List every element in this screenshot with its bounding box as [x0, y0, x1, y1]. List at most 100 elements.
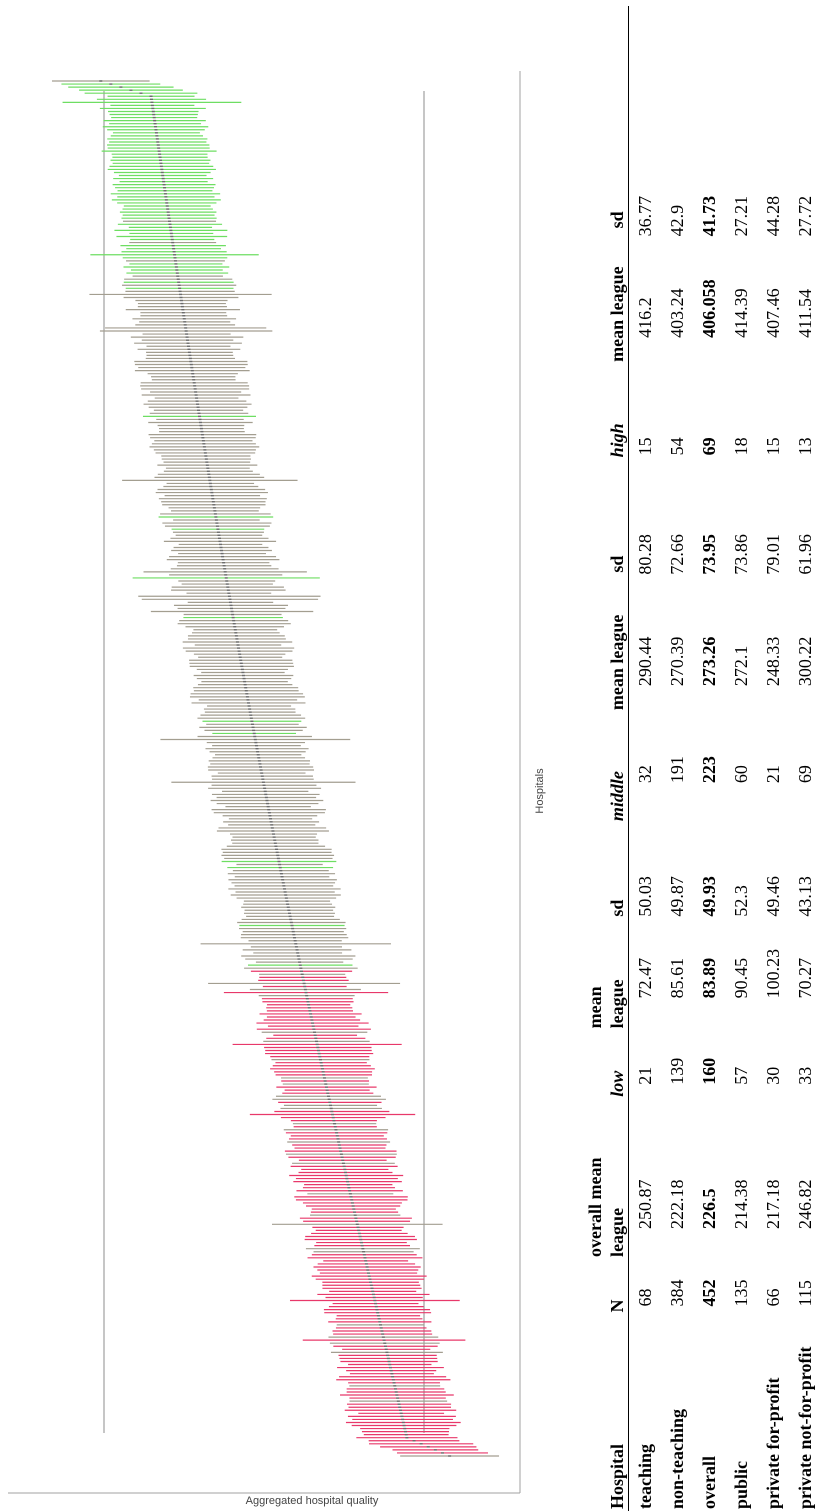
cell-middle: 60 — [731, 765, 751, 784]
cell-high-sd: 27.21 — [731, 195, 751, 237]
header-overall-mean-league: overall mean league — [562, 1098, 629, 1259]
cell-high: 54 — [667, 437, 687, 456]
cell-middle-mean: 290.44 — [635, 636, 655, 687]
header-n: N — [562, 1258, 629, 1315]
results-table: Hospital N overall mean league low mean … — [562, 6, 830, 1511]
cell-label: public — [731, 1460, 751, 1509]
table-row: public 135 214.38 57 90.45 52.3 60 272.1 73.86 18… — [725, 6, 757, 1511]
cell-high: 15 — [763, 437, 783, 456]
cell-low-mean: 85.61 — [667, 957, 687, 999]
cell-high-mean: 414.39 — [731, 288, 751, 338]
cell-high-sd: 42.9 — [667, 204, 687, 237]
header-low-mean-line2: league — [607, 979, 627, 1029]
cell-low-mean: 100.23 — [763, 948, 783, 999]
cell-low-mean: 72.47 — [635, 957, 655, 999]
cell-overall: 214.38 — [731, 1179, 751, 1229]
league-table: Hospital N overall mean league low mean … — [562, 6, 821, 1511]
y-axis-label: Aggregated hospital quality — [246, 1495, 379, 1507]
cell-middle-sd: 80.28 — [635, 534, 655, 575]
cell-n: 68 — [635, 1288, 655, 1307]
cell-high: 18 — [731, 437, 751, 456]
cell-high-mean: 411.54 — [795, 289, 815, 338]
header-middle: middle — [562, 712, 629, 824]
cell-middle: 32 — [635, 765, 655, 784]
cell-overall: 226.5 — [699, 1188, 719, 1229]
cell-low-mean: 90.45 — [731, 957, 751, 999]
cell-middle-sd: 72.66 — [667, 534, 687, 575]
cell-low-sd: 43.13 — [795, 876, 815, 917]
cell-high: 69 — [699, 437, 719, 456]
table-row: overall 452 226.5 160 83.89 49.93 223 273.26 73.… — [693, 6, 725, 1511]
cell-middle-mean: 270.39 — [667, 636, 687, 687]
cell-n: 135 — [731, 1279, 751, 1307]
chart-svg: Hospitals Aggregated hospital quality — [8, 71, 546, 1507]
cell-low-mean: 83.89 — [699, 957, 719, 999]
cell-middle-sd: 79.01 — [763, 534, 783, 575]
reference-lines — [103, 91, 425, 1433]
chart-frame — [8, 71, 521, 1494]
header-low-sd: sd — [562, 823, 629, 941]
table-row: private not-for-profit 115 246.82 33 70.27 43… — [789, 6, 821, 1511]
cell-high-sd: 36.77 — [635, 195, 655, 237]
header-low-mean-league: mean league — [562, 940, 629, 1031]
cell-low-sd: 50.03 — [635, 876, 655, 917]
header-overall-line2: league — [607, 1207, 627, 1257]
cell-label: non-teaching — [667, 1408, 687, 1509]
table-body: teaching 68 250.87 21 72.47 50.03 32 290.44 80.2… — [629, 6, 822, 1511]
cell-low-mean: 70.27 — [795, 957, 815, 999]
cell-middle-mean: 248.33 — [763, 636, 783, 687]
header-middle-mean-league: mean league — [562, 594, 629, 713]
cell-low-sd: 49.46 — [763, 876, 783, 917]
header-high: high — [562, 363, 629, 482]
table-row: non-teaching 384 222.18 139 85.61 49.87 191 270… — [661, 6, 693, 1511]
cell-high: 15 — [635, 437, 655, 456]
cell-overall: 217.18 — [763, 1179, 783, 1229]
cell-middle: 223 — [699, 756, 719, 784]
cell-low-sd: 52.3 — [731, 885, 751, 917]
header-hospital: Hospital — [562, 1314, 629, 1511]
cell-label: private for-profit — [763, 1377, 783, 1509]
header-low: low — [562, 1030, 629, 1099]
cell-middle-sd: 73.95 — [699, 534, 719, 575]
cell-high-sd: 41.73 — [699, 195, 719, 237]
cell-overall: 222.18 — [667, 1179, 687, 1229]
cell-low-sd: 49.93 — [699, 876, 719, 917]
cell-n: 452 — [699, 1279, 719, 1307]
cell-high-mean: 407.46 — [763, 288, 783, 338]
cell-low: 57 — [731, 1066, 751, 1085]
x-axis-label: Hospitals — [534, 768, 546, 814]
table-row: teaching 68 250.87 21 72.47 50.03 32 290.44 80.2… — [629, 6, 662, 1511]
cell-low: 139 — [667, 1057, 687, 1085]
header-overall-line1: overall mean — [585, 1157, 605, 1257]
header-high-mean-league: mean league — [562, 246, 629, 364]
cell-high: 13 — [795, 437, 815, 456]
cell-low: 33 — [795, 1066, 815, 1085]
cell-high-mean: 406.058 — [699, 279, 719, 338]
cell-low: 21 — [635, 1066, 655, 1085]
table-header-row: Hospital N overall mean league low mean … — [562, 6, 629, 1511]
cell-label: teaching — [635, 1444, 655, 1509]
cell-label: overall — [699, 1456, 719, 1509]
table-row: private for-profit 66 217.18 30 100.23 49.46 2… — [757, 6, 789, 1511]
cell-n: 66 — [763, 1288, 783, 1307]
cell-middle: 21 — [763, 765, 783, 784]
cell-label: private not-for-profit — [795, 1346, 815, 1509]
cell-middle: 191 — [667, 756, 687, 784]
cell-high-sd: 44.28 — [763, 195, 783, 237]
cell-low: 30 — [763, 1066, 783, 1085]
cell-middle-mean: 272.1 — [731, 645, 751, 687]
cell-low: 160 — [699, 1057, 719, 1085]
cell-middle-sd: 61.96 — [795, 534, 815, 575]
cell-n: 384 — [667, 1279, 687, 1307]
cell-middle-mean: 273.26 — [699, 636, 719, 687]
cell-middle-sd: 73.86 — [731, 534, 751, 575]
cell-low-sd: 49.87 — [667, 876, 687, 917]
cell-middle-mean: 300.22 — [795, 636, 815, 687]
header-high-sd: sd — [562, 6, 629, 247]
chart-marks — [51, 80, 500, 1457]
cell-n: 115 — [795, 1280, 815, 1307]
cell-high-mean: 416.2 — [635, 297, 655, 338]
cell-overall: 250.87 — [635, 1179, 655, 1229]
header-middle-sd: sd — [562, 481, 629, 595]
